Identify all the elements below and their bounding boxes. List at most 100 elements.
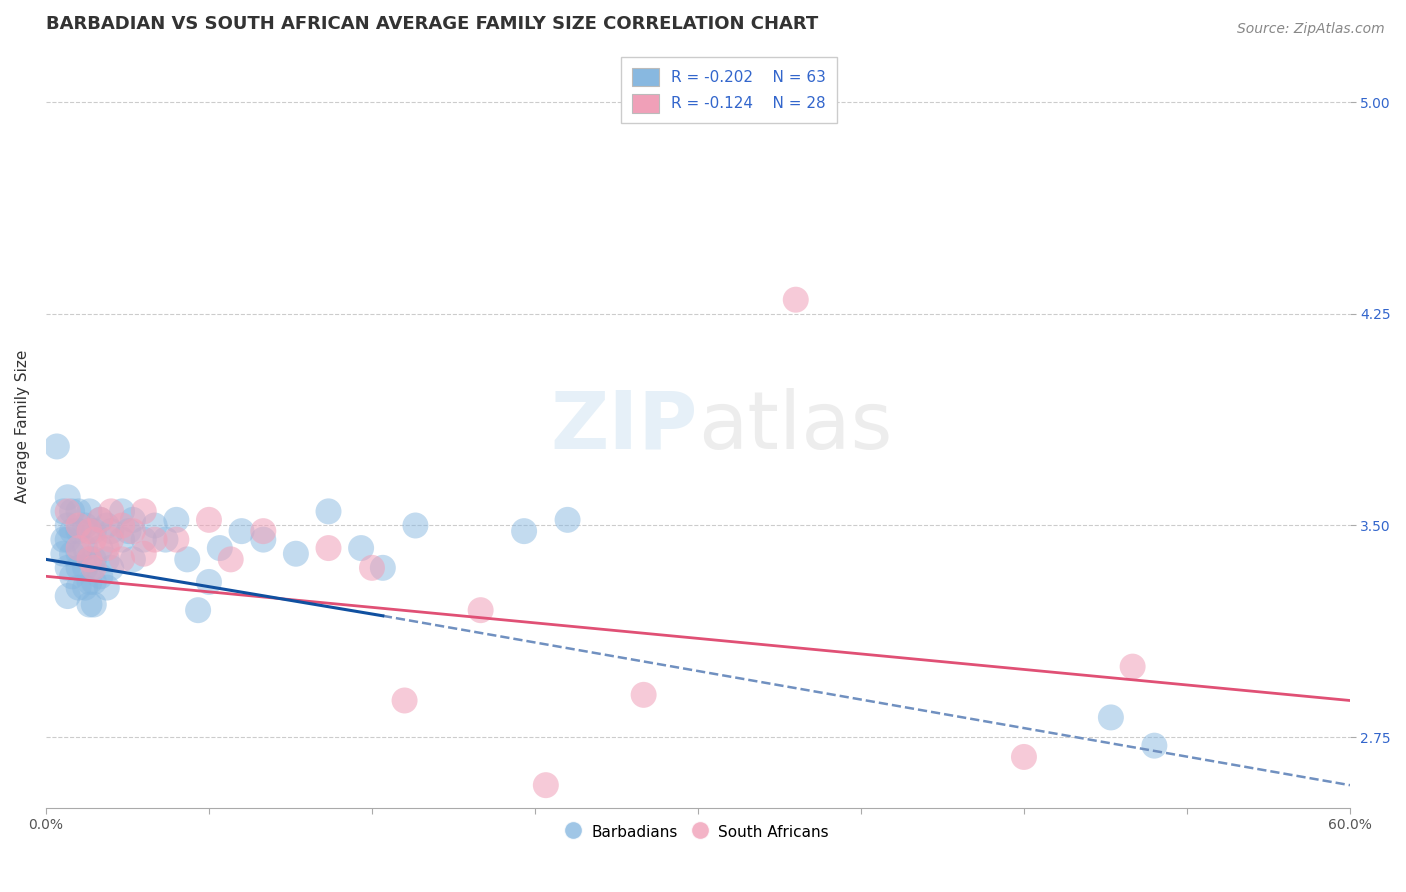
Point <box>318 504 340 518</box>
Point <box>52 547 75 561</box>
Legend: Barbadians, South Africans: Barbadians, South Africans <box>561 818 835 846</box>
Point <box>143 533 166 547</box>
Point <box>79 524 101 538</box>
Point <box>52 504 75 518</box>
Point <box>83 561 105 575</box>
Point <box>67 541 90 555</box>
Point <box>165 513 187 527</box>
Point <box>117 524 139 538</box>
Point <box>52 533 75 547</box>
Text: atlas: atlas <box>697 388 893 466</box>
Point <box>252 533 274 547</box>
Point <box>60 504 83 518</box>
Point <box>89 513 111 527</box>
Point <box>143 518 166 533</box>
Point <box>83 598 105 612</box>
Point <box>83 574 105 589</box>
Point <box>100 561 122 575</box>
Point <box>284 547 307 561</box>
Point <box>252 524 274 538</box>
Point <box>132 547 155 561</box>
Point <box>56 504 79 518</box>
Point <box>83 533 105 547</box>
Point <box>394 693 416 707</box>
Point <box>350 541 373 555</box>
Point <box>176 552 198 566</box>
Point <box>79 504 101 518</box>
Point <box>67 518 90 533</box>
Point <box>219 552 242 566</box>
Point <box>100 504 122 518</box>
Point <box>111 504 134 518</box>
Point <box>122 513 145 527</box>
Point <box>361 561 384 575</box>
Point <box>404 518 426 533</box>
Point <box>75 561 97 575</box>
Point <box>111 533 134 547</box>
Point <box>1099 710 1122 724</box>
Point <box>100 533 122 547</box>
Text: BARBADIAN VS SOUTH AFRICAN AVERAGE FAMILY SIZE CORRELATION CHART: BARBADIAN VS SOUTH AFRICAN AVERAGE FAMIL… <box>46 15 818 33</box>
Point <box>122 524 145 538</box>
Point <box>96 541 118 555</box>
Point <box>89 569 111 583</box>
Point <box>79 574 101 589</box>
Point <box>96 552 118 566</box>
Point <box>633 688 655 702</box>
Point <box>100 524 122 538</box>
Point <box>67 504 90 518</box>
Point <box>67 524 90 538</box>
Point <box>79 552 101 566</box>
Text: Source: ZipAtlas.com: Source: ZipAtlas.com <box>1237 22 1385 37</box>
Point <box>231 524 253 538</box>
Point <box>318 541 340 555</box>
Text: ZIP: ZIP <box>551 388 697 466</box>
Point <box>122 552 145 566</box>
Point <box>111 518 134 533</box>
Point <box>60 524 83 538</box>
Point <box>132 533 155 547</box>
Point <box>60 569 83 583</box>
Point <box>79 598 101 612</box>
Point <box>67 581 90 595</box>
Point <box>67 561 90 575</box>
Point <box>45 440 67 454</box>
Point <box>513 524 536 538</box>
Point <box>56 533 79 547</box>
Point <box>1122 659 1144 673</box>
Point <box>1012 750 1035 764</box>
Point <box>75 541 97 555</box>
Point <box>67 547 90 561</box>
Point <box>60 547 83 561</box>
Point <box>198 574 221 589</box>
Point <box>79 552 101 566</box>
Point <box>132 504 155 518</box>
Point <box>470 603 492 617</box>
Point <box>165 533 187 547</box>
Y-axis label: Average Family Size: Average Family Size <box>15 350 30 503</box>
Point <box>75 581 97 595</box>
Point <box>56 589 79 603</box>
Point <box>187 603 209 617</box>
Point <box>198 513 221 527</box>
Point <box>89 513 111 527</box>
Point <box>534 778 557 792</box>
Point <box>665 814 688 829</box>
Point <box>1143 739 1166 753</box>
Point <box>79 524 101 538</box>
Point <box>557 513 579 527</box>
Point <box>371 561 394 575</box>
Point <box>56 561 79 575</box>
Point <box>56 518 79 533</box>
Point <box>83 524 105 538</box>
Point <box>75 518 97 533</box>
Point <box>96 581 118 595</box>
Point <box>785 293 807 307</box>
Point <box>89 541 111 555</box>
Point <box>96 518 118 533</box>
Point <box>155 533 177 547</box>
Point <box>208 541 231 555</box>
Point <box>56 490 79 504</box>
Point <box>111 552 134 566</box>
Point <box>83 552 105 566</box>
